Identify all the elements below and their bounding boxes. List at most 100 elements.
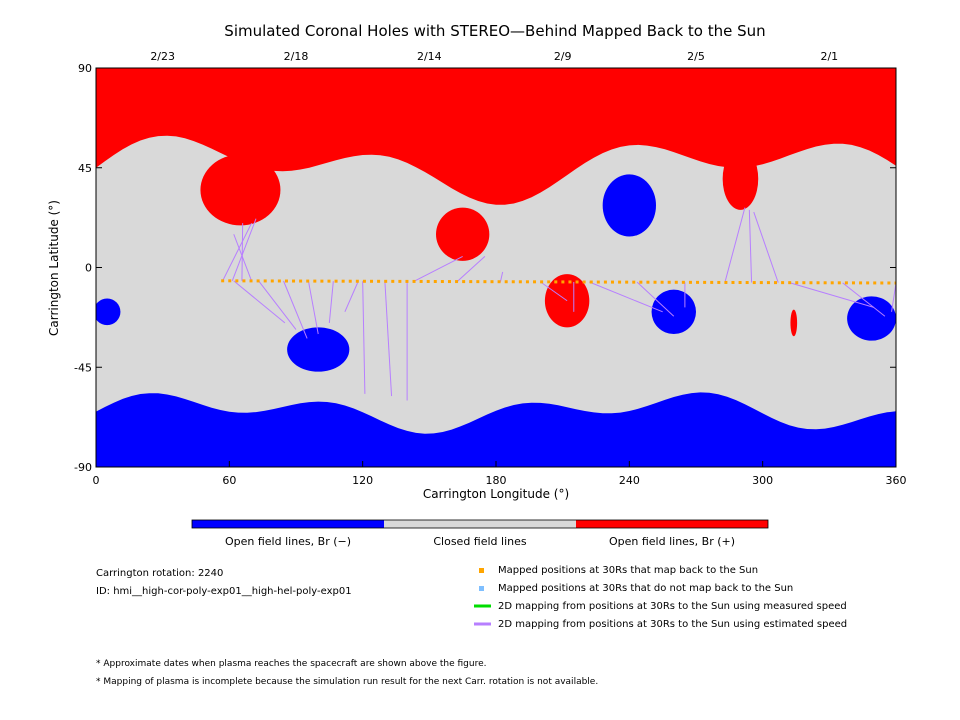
y-axis-label: Carrington Latitude (°) <box>47 200 61 336</box>
mapped-point <box>447 280 451 284</box>
mapped-point <box>370 279 374 283</box>
mapped-point <box>610 280 614 284</box>
mapped-point <box>228 279 232 283</box>
mapping-line-estimated <box>499 271 504 282</box>
colorbar-label: Open field lines, Br (−) <box>225 535 351 548</box>
mapping-line-estimated <box>362 281 366 394</box>
legend-unmapped-marker <box>479 586 484 591</box>
mapping-line-estimated <box>842 282 886 317</box>
mapped-point <box>745 281 749 285</box>
mapped-point <box>377 279 381 283</box>
mapped-point <box>497 280 501 284</box>
colorbar-segment <box>192 520 384 528</box>
mapped-point <box>894 281 896 285</box>
mapped-point <box>788 281 792 285</box>
mapping-line-estimated <box>540 281 568 302</box>
mapped-point <box>242 279 246 283</box>
mapped-point <box>440 280 444 284</box>
mapped-point <box>511 280 515 284</box>
x-tick-label: 120 <box>352 474 373 487</box>
x-tick-label: 0 <box>93 474 100 487</box>
run-id: ID: hmi__high-cor-poly-exp01__high-hel-p… <box>96 586 352 597</box>
y-tick-label: -45 <box>74 361 92 374</box>
mapped-point <box>589 280 593 284</box>
mapping-line-estimated <box>789 282 874 308</box>
top-date-label: 2/23 <box>150 50 175 63</box>
mapping-line-estimated <box>748 209 753 283</box>
coronal-hole-negative <box>602 174 656 237</box>
mapping-line-estimated <box>589 281 663 313</box>
mapped-point <box>299 279 303 283</box>
mapped-point <box>837 281 841 285</box>
mapped-point <box>249 279 253 283</box>
mapped-point <box>681 280 685 284</box>
mapped-point <box>618 280 622 284</box>
legend: Mapped positions at 30Rs that map back t… <box>474 565 847 630</box>
mapped-point <box>568 280 572 284</box>
mapped-point <box>433 280 437 283</box>
x-axis-label: Carrington Longitude (°) <box>423 487 569 501</box>
mapped-point <box>270 279 274 283</box>
mapped-point <box>483 280 487 284</box>
y-tick-label: 90 <box>78 62 92 75</box>
mapped-point <box>816 281 820 285</box>
mapped-point <box>462 280 466 284</box>
legend-label: 2D mapping from positions at 30Rs to the… <box>498 619 847 630</box>
colorbar-segment <box>384 520 576 528</box>
coronal-hole-negative <box>96 298 121 326</box>
mapping-line-estimated <box>233 280 286 324</box>
mapped-point <box>235 279 239 283</box>
x-tick-label: 60 <box>222 474 236 487</box>
mapped-point <box>518 280 522 284</box>
mapped-point <box>639 280 643 284</box>
colorbar-label: Closed field lines <box>433 535 527 548</box>
coronal-hole-negative <box>287 327 350 372</box>
mapped-point <box>256 279 260 283</box>
mapped-point <box>419 279 423 283</box>
mapped-point <box>696 280 700 284</box>
coronal-hole-positive <box>722 147 759 210</box>
y-tick-label: 0 <box>85 262 92 275</box>
mapping-line-estimated <box>231 218 257 282</box>
mapped-point <box>738 281 742 285</box>
mapped-point <box>774 281 778 285</box>
y-tick-label: 45 <box>78 162 92 175</box>
mapped-point <box>334 279 338 283</box>
top-date-label: 2/1 <box>820 50 838 63</box>
mapped-point <box>724 280 728 284</box>
mapped-point <box>653 280 657 284</box>
plot-area <box>96 68 896 467</box>
mapping-line-estimated <box>344 281 359 313</box>
top-date-label: 2/5 <box>687 50 705 63</box>
mapping-line-estimated <box>307 280 319 335</box>
note-dates: * Approximate dates when plasma reaches … <box>96 659 487 669</box>
mapped-point <box>710 280 714 284</box>
mapped-point <box>391 279 395 283</box>
mapping-line-estimated <box>258 280 297 330</box>
mapping-line-estimated <box>222 222 253 282</box>
mapped-point <box>277 279 281 283</box>
top-date-label: 2/9 <box>554 50 572 63</box>
mapped-point <box>688 280 692 284</box>
coronal-hole-positive <box>200 154 281 226</box>
mapped-point <box>355 279 359 283</box>
mapped-point <box>625 280 629 284</box>
mapped-point <box>348 279 352 283</box>
mapped-point <box>632 280 636 284</box>
legend-label: Mapped positions at 30Rs that do not map… <box>498 583 793 594</box>
mapped-point <box>327 279 331 283</box>
mapped-point <box>284 279 288 283</box>
mapped-point <box>575 280 579 284</box>
coronal-hole-negative <box>847 296 896 341</box>
colorbar: Open field lines, Br (−) Closed field lin… <box>191 519 769 548</box>
mapped-point <box>455 280 459 284</box>
south-polar-open-negative <box>96 392 896 467</box>
mapped-point <box>759 281 763 285</box>
mapped-point <box>362 279 366 283</box>
mapped-point <box>504 280 508 284</box>
mapped-point <box>752 281 756 285</box>
mapped-point <box>490 280 494 284</box>
mapped-point <box>844 281 848 285</box>
mapped-point <box>809 281 813 285</box>
